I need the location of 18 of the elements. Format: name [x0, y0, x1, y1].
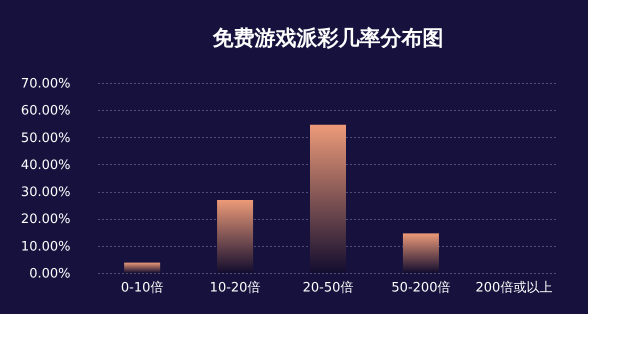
y-tick-label: 20.00%: [20, 212, 70, 228]
bar: [217, 200, 254, 273]
y-tick-label: 0.00%: [29, 266, 70, 282]
x-tick-label: 0-10倍: [120, 280, 164, 296]
chart-title: 免费游戏派彩几率分布图: [212, 26, 444, 50]
x-tick-label: 10-20倍: [210, 280, 260, 296]
y-tick-label: 50.00%: [20, 130, 70, 146]
x-tick-label: 200倍或以上: [475, 280, 552, 296]
y-tick-label: 70.00%: [20, 76, 70, 92]
y-tick-label: 30.00%: [20, 185, 70, 200]
bar: [124, 262, 160, 273]
bar: [310, 124, 346, 273]
x-tick-label: 50-200倍: [391, 280, 450, 296]
y-tick-label: 10.00%: [20, 239, 70, 254]
bar: [402, 233, 439, 273]
y-tick-label: 60.00%: [20, 104, 70, 119]
x-tick-label: 20-50倍: [302, 280, 354, 296]
y-tick-label: 40.00%: [20, 158, 70, 173]
